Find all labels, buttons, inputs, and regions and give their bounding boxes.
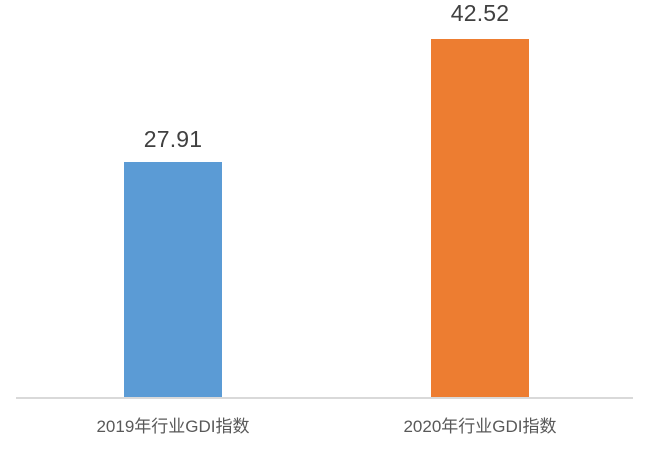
category-label-2019: 2019年行业GDI指数 — [96, 417, 250, 436]
data-label-1: 42.52 — [450, 0, 510, 26]
bar-2019[interactable] — [124, 161, 222, 397]
data-label-0: 27.91 — [143, 126, 203, 152]
plot-area: 27.91 42.52 — [16, 0, 633, 399]
category-axis-labels: 2019年行业GDI指数 2020年行业GDI指数 — [0, 412, 650, 457]
category-label-2020: 2020年行业GDI指数 — [403, 417, 557, 436]
bar-2020[interactable] — [431, 38, 529, 397]
category-axis-line — [16, 397, 633, 399]
